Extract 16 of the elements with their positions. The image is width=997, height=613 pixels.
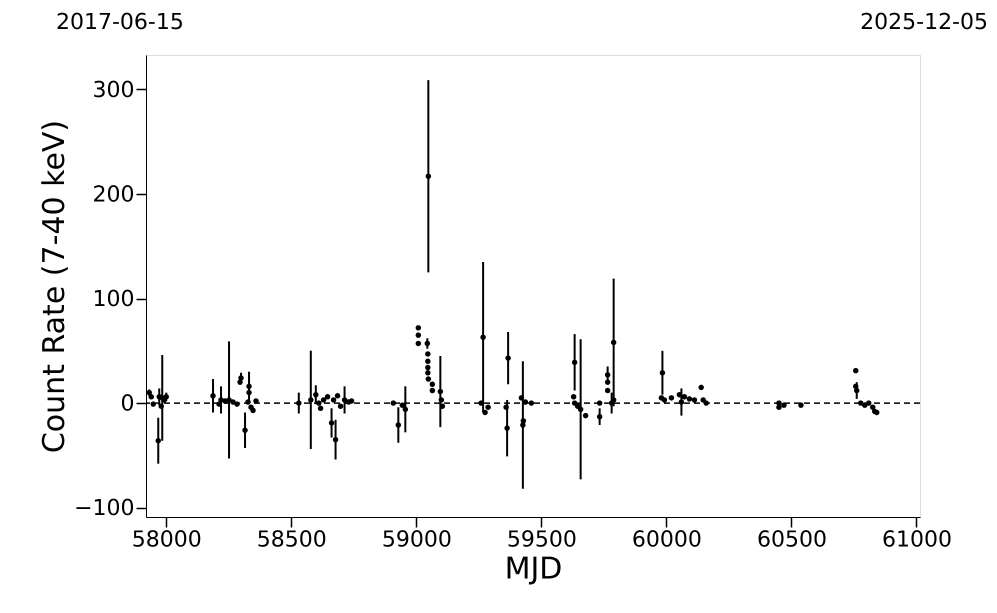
x-tick-label: 59000 <box>382 528 452 552</box>
y-tick-label: 200 <box>92 182 134 208</box>
x-tick-label: 60000 <box>632 528 702 552</box>
y-tick-label: 0 <box>120 392 134 417</box>
x-tick-label: 58000 <box>132 528 202 552</box>
x-tick-label: 61000 <box>882 528 952 552</box>
text: 2017-06-15 <box>56 10 184 35</box>
x-axis-title: MJD <box>504 552 562 586</box>
x-tick-label: 58500 <box>256 528 327 552</box>
y-axis-title: Count Rate (7-40 keV) <box>37 120 72 454</box>
x-tick-label: 60500 <box>756 528 827 552</box>
x-tick-label: 59500 <box>506 528 577 552</box>
y-tick-label: −100 <box>74 496 134 522</box>
text: 2025-12-05 <box>860 10 988 35</box>
y-tick-label: 300 <box>92 78 134 103</box>
y-tick-label: 100 <box>92 287 134 312</box>
